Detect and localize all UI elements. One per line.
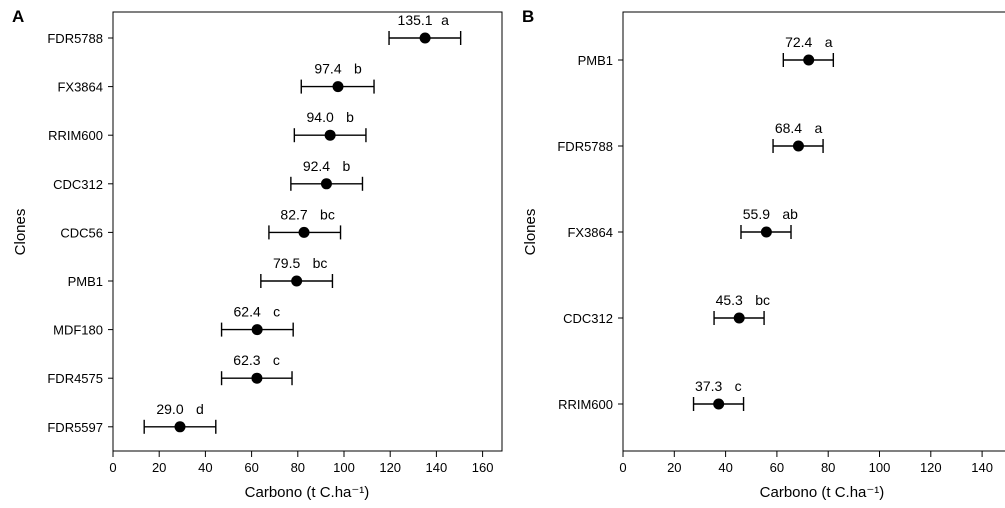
panel-a-significance-letter: bc xyxy=(320,206,335,222)
panel-a-x-tick-label: 120 xyxy=(379,460,401,475)
panel-b-data-point xyxy=(792,140,804,152)
panel-a-x-tick-label: 80 xyxy=(291,460,305,475)
panel-a-value-label: 82.7 xyxy=(280,206,307,222)
panel-a-x-tick-label: 0 xyxy=(109,460,116,475)
panel-a-significance-letter: d xyxy=(196,401,204,417)
panel-b-x-tick-label: 120 xyxy=(920,460,942,475)
panel-a-value-label: 62.3 xyxy=(233,352,260,368)
panel-a-category-label: FX3864 xyxy=(57,80,103,95)
panel-a-data-point xyxy=(251,372,263,384)
panel-a-value-label: 79.5 xyxy=(273,255,300,271)
panel-a-data-point xyxy=(298,226,310,238)
panel-a-letter: A xyxy=(12,7,24,26)
panel-a-x-tick-label: 160 xyxy=(472,460,494,475)
panel-b-significance-letter: a xyxy=(825,34,833,50)
panel-b-category-label: FDR5788 xyxy=(557,139,613,154)
panel-a-data-point xyxy=(419,32,431,44)
panel-b-value-label: 68.4 xyxy=(775,120,802,136)
panel-b-x-tick-label: 0 xyxy=(619,460,626,475)
panel-b-letter: B xyxy=(522,7,534,26)
panel-b-category-label: CDC312 xyxy=(563,311,613,326)
panel-a-category-label: FDR5597 xyxy=(47,420,103,435)
panel-a-value-label: 62.4 xyxy=(234,304,261,320)
panel-b-x-tick-label: 20 xyxy=(667,460,681,475)
panel-b-data-point xyxy=(803,54,815,66)
panel-b-frame xyxy=(622,11,1005,452)
panel-a-category-label: RRIM600 xyxy=(48,128,103,143)
panel-a-significance-letter: c xyxy=(273,352,280,368)
panel-b-data-point xyxy=(760,226,772,238)
panel-a-data-point xyxy=(320,178,332,190)
panel-a-data-point xyxy=(251,324,263,336)
panel-b-marks: 0 20 40 60 80 100 120 140 PMB1 72.4 a FDR5788 68.4 a F… xyxy=(557,34,993,475)
panel-a-significance-letter: bc xyxy=(313,255,328,271)
panel-b-x-tick-label: 140 xyxy=(971,460,993,475)
panel-a-significance-letter: c xyxy=(273,304,280,320)
panel-a-data-point xyxy=(291,275,303,287)
panel-b-significance-letter: bc xyxy=(755,292,770,308)
panel-b-category-label: RRIM600 xyxy=(558,397,613,412)
panel-a-value-label: 135.1 xyxy=(398,12,433,28)
panel-a-x-tick-label: 20 xyxy=(152,460,166,475)
panel-b-x-tick-label: 60 xyxy=(770,460,784,475)
panel-a-significance-letter: b xyxy=(342,158,350,174)
panel-a-data-point xyxy=(174,421,186,433)
panel-a-value-label: 92.4 xyxy=(303,158,330,174)
panel-a-category-label: FDR5788 xyxy=(47,31,103,46)
panel-b-value-label: 55.9 xyxy=(743,206,770,222)
panel-b-category-label: PMB1 xyxy=(578,53,613,68)
panel-a-significance-letter: b xyxy=(346,109,354,125)
panel-a-data-point xyxy=(332,81,344,93)
panel-a-x-tick-label: 60 xyxy=(244,460,258,475)
panel-a-data-point xyxy=(324,129,336,141)
panel-b-data-point xyxy=(713,398,725,410)
panel-a-category-label: FDR4575 xyxy=(47,371,103,386)
panel-b-value-label: 45.3 xyxy=(716,292,743,308)
panel-a-marks: 0 20 40 60 80 100 120 140 160 FDR5788 135.1 a FX3864… xyxy=(47,12,493,475)
panel-b-value-label: 37.3 xyxy=(695,378,722,394)
panel-a-value-label: 94.0 xyxy=(307,109,334,125)
panel-a-x-tick-label: 40 xyxy=(198,460,212,475)
panel-b-x-tick-label: 80 xyxy=(821,460,835,475)
panel-b-x-tick-label: 40 xyxy=(718,460,732,475)
panel-a-x-tick-label: 140 xyxy=(426,460,448,475)
panel-a-category-label: PMB1 xyxy=(68,274,103,289)
panel-a-value-label: 97.4 xyxy=(314,61,341,77)
panel-a-y-title: Clones xyxy=(12,209,29,256)
panel-b-significance-letter: a xyxy=(814,120,822,136)
panel-a-category-label: CDC312 xyxy=(53,177,103,192)
panel-a-value-label: 29.0 xyxy=(156,401,183,417)
panel-b-significance-letter: c xyxy=(735,378,742,394)
panel-a-significance-letter: a xyxy=(441,12,449,28)
panel-b-data-point xyxy=(733,312,745,324)
panel-a-category-label: CDC56 xyxy=(60,225,103,240)
panel-a-x-tick-label: 100 xyxy=(333,460,355,475)
panel-a-x-title: Carbono (t C.ha⁻¹) xyxy=(245,484,370,501)
panel-b-x-tick-label: 100 xyxy=(869,460,891,475)
panel-b-x-title: Carbono (t C.ha⁻¹) xyxy=(760,484,885,501)
panel-b-significance-letter: ab xyxy=(782,206,798,222)
panel-b-y-title: Clones xyxy=(522,209,539,256)
panel-a-frame xyxy=(112,11,503,452)
panel-b: B Clones Carbono (t C.ha⁻¹) 0 20 40 60 80 100… xyxy=(522,7,1005,501)
panel-a-significance-letter: b xyxy=(354,61,362,77)
panel-a-category-label: MDF180 xyxy=(53,323,103,338)
panel-b-category-label: FX3864 xyxy=(567,225,613,240)
panel-b-value-label: 72.4 xyxy=(785,34,812,50)
panel-a: A Clones Carbono (t C.ha⁻¹) 0 20 40 60 80 100… xyxy=(12,7,503,501)
